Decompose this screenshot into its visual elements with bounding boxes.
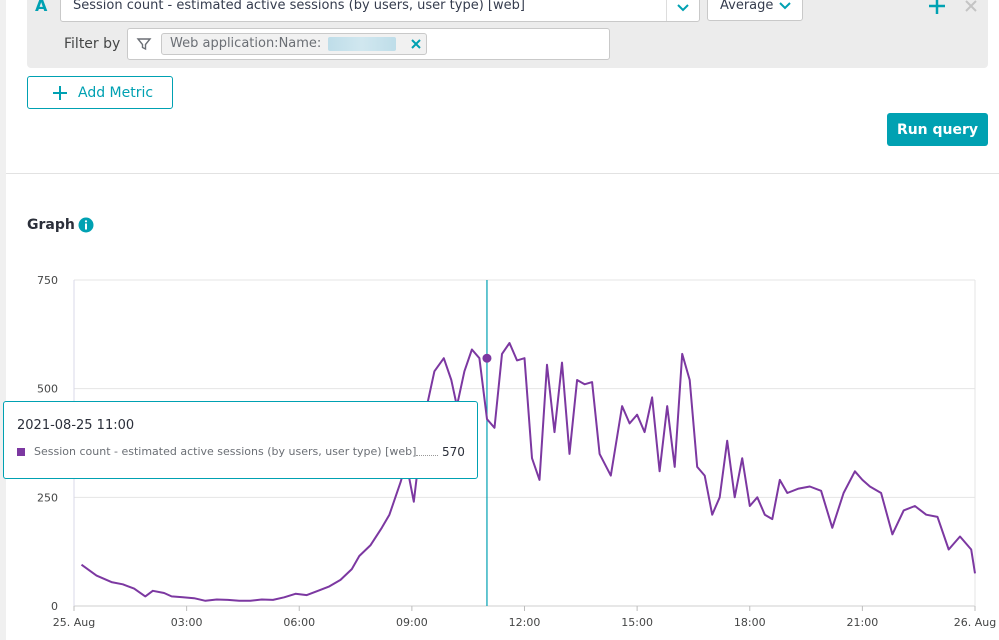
tooltip-series-name: Session count - estimated active session… bbox=[34, 445, 417, 458]
tooltip-leader bbox=[416, 447, 438, 456]
divider bbox=[6, 173, 999, 174]
x-tick-label: 09:00 bbox=[396, 616, 428, 629]
y-tick-label: 750 bbox=[37, 274, 58, 287]
chevron-down-icon[interactable] bbox=[666, 0, 699, 21]
series-swatch bbox=[17, 448, 25, 456]
add-metric-label: Add Metric bbox=[78, 84, 154, 101]
left-gutter bbox=[0, 0, 6, 640]
graph-title: Graph bbox=[27, 217, 75, 233]
plus-icon bbox=[53, 86, 67, 100]
y-tick-label: 0 bbox=[51, 600, 58, 613]
filter-chip[interactable]: Web application:Name: bbox=[161, 33, 427, 55]
filter-icon bbox=[136, 38, 152, 51]
x-tick-label: 21:00 bbox=[847, 616, 879, 629]
chart-tooltip: 2021-08-25 11:00 Session count - estimat… bbox=[3, 401, 478, 479]
close-icon[interactable] bbox=[961, 0, 981, 16]
x-tick-label: 25. Aug bbox=[53, 616, 95, 629]
hover-point bbox=[482, 353, 492, 363]
line-chart: 0 250 500 750 25. Aug 03:00 06:00 09:00 12:00 15:… bbox=[37, 274, 996, 629]
add-query-plus-icon[interactable] bbox=[925, 0, 949, 18]
chevron-down-icon bbox=[778, 0, 792, 17]
x-tick-label: 18:00 bbox=[734, 616, 766, 629]
add-metric-button[interactable]: Add Metric bbox=[27, 76, 173, 109]
tooltip-value: 570 bbox=[442, 445, 465, 459]
aggregation-select[interactable]: Average bbox=[707, 0, 803, 21]
y-tick-label: 250 bbox=[37, 491, 58, 504]
x-tick-label: 06:00 bbox=[283, 616, 315, 629]
filter-label: Filter by bbox=[64, 36, 121, 52]
x-tick-label: 26. Aug bbox=[954, 616, 996, 629]
redacted-value bbox=[328, 37, 396, 51]
query-panel: A Session count - estimated active sessi… bbox=[27, 0, 988, 68]
y-tick-label: 500 bbox=[37, 383, 58, 396]
query-letter: A bbox=[35, 0, 48, 15]
tooltip-time: 2021-08-25 11:00 bbox=[17, 418, 135, 433]
x-tick-label: 03:00 bbox=[171, 616, 203, 629]
aggregation-value: Average bbox=[720, 0, 774, 13]
metric-select[interactable]: Session count - estimated active session… bbox=[60, 0, 700, 22]
series-line bbox=[80, 342, 976, 602]
run-query-button[interactable]: Run query bbox=[887, 113, 988, 146]
x-tick-label: 15:00 bbox=[621, 616, 653, 629]
x-tick-label: 12:00 bbox=[509, 616, 541, 629]
info-icon[interactable] bbox=[78, 217, 94, 233]
filter-input[interactable]: Web application:Name: bbox=[127, 28, 610, 60]
remove-filter-icon[interactable] bbox=[408, 36, 424, 52]
metric-select-value: Session count - estimated active session… bbox=[73, 0, 525, 13]
filter-chip-label: Web application:Name: bbox=[170, 36, 322, 51]
